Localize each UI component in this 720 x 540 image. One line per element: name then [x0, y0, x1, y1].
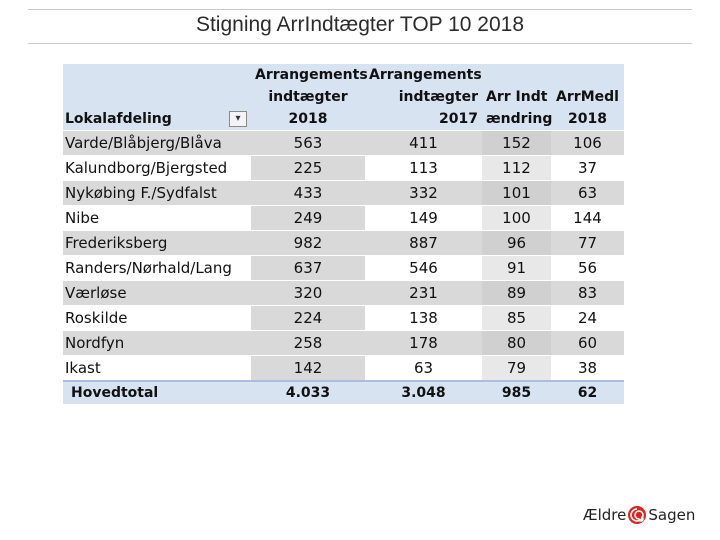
total-label: Hovedtotal [63, 380, 251, 404]
cell-aendring: 100 [482, 205, 551, 231]
table-row: Ikast 142 63 79 38 [63, 355, 624, 381]
cell-arrmedl: 106 [551, 130, 624, 156]
cell-lokalafdeling: Værløse [63, 280, 251, 306]
cell-indtaegter-2017: 546 [365, 255, 482, 281]
cell-aendring: 96 [482, 230, 551, 256]
cell-indtaegter-2017: 411 [365, 130, 482, 156]
cell-lokalafdeling: Nordfyn [63, 330, 251, 356]
cell-aendring: 91 [482, 255, 551, 281]
cell-arrmedl: 56 [551, 255, 624, 281]
cell-lokalafdeling: Ikast [63, 355, 251, 381]
top-rule [28, 9, 692, 10]
total-indtaegter-2017: 3.048 [365, 380, 482, 404]
logo-text-left: Ældre [583, 506, 627, 524]
swirl-logo-icon [628, 506, 647, 524]
cell-indtaegter-2018: 142 [251, 355, 365, 381]
cell-indtaegter-2018: 982 [251, 230, 365, 256]
cell-indtaegter-2018: 637 [251, 255, 365, 281]
cell-indtaegter-2018: 563 [251, 130, 365, 156]
table-row: Frederiksberg 982 887 96 77 [63, 230, 624, 256]
cell-lokalafdeling: Randers/Nørhald/Lang [63, 255, 251, 281]
cell-aendring: 152 [482, 130, 551, 156]
cell-arrmedl: 37 [551, 155, 624, 181]
header-row: Lokalafdeling ▾ Arrangements indtægter 2… [63, 64, 624, 131]
filter-dropdown-icon[interactable]: ▾ [229, 111, 247, 127]
total-aendring: 985 [482, 380, 551, 404]
total-row: Hovedtotal 4.033 3.048 985 62 [63, 380, 624, 404]
table-row: Randers/Nørhald/Lang 637 546 91 56 [63, 255, 624, 281]
cell-indtaegter-2017: 149 [365, 205, 482, 231]
cell-lokalafdeling: Kalundborg/Bjergsted [63, 155, 251, 181]
header-indtaegter-2018: Arrangements indtægter 2018 [251, 64, 368, 131]
pivot-table-container: Lokalafdeling ▾ Arrangements indtægter 2… [63, 64, 624, 404]
cell-arrmedl: 24 [551, 305, 624, 331]
table-row: Nibe 249 149 100 144 [63, 205, 624, 231]
cell-arrmedl: 83 [551, 280, 624, 306]
header-indtaegter-2017: Arrangements indtægter 2017 [365, 64, 482, 131]
cell-aendring: 79 [482, 355, 551, 381]
cell-indtaegter-2017: 138 [365, 305, 482, 331]
cell-arrmedl: 38 [551, 355, 624, 381]
cell-indtaegter-2017: 178 [365, 330, 482, 356]
cell-lokalafdeling: Varde/Blåbjerg/Blåva [63, 130, 251, 156]
cell-lokalafdeling: Nibe [63, 205, 251, 231]
cell-indtaegter-2017: 887 [365, 230, 482, 256]
header-lokalafdeling: Lokalafdeling ▾ [63, 64, 251, 131]
logo-text-right: Sagen [648, 506, 696, 524]
cell-indtaegter-2018: 320 [251, 280, 365, 306]
cell-lokalafdeling: Nykøbing F./Sydfalst [63, 180, 251, 206]
cell-arrmedl: 63 [551, 180, 624, 206]
cell-indtaegter-2017: 63 [365, 355, 482, 381]
total-arrmedl: 62 [551, 380, 624, 404]
cell-aendring: 89 [482, 280, 551, 306]
cell-arrmedl: 144 [551, 205, 624, 231]
cell-indtaegter-2018: 258 [251, 330, 365, 356]
cell-aendring: 80 [482, 330, 551, 356]
cell-aendring: 101 [482, 180, 551, 206]
cell-indtaegter-2017: 332 [365, 180, 482, 206]
pivot-table: Lokalafdeling ▾ Arrangements indtægter 2… [63, 64, 624, 404]
table-row: Roskilde 224 138 85 24 [63, 305, 624, 331]
cell-arrmedl: 77 [551, 230, 624, 256]
total-indtaegter-2018: 4.033 [251, 380, 365, 404]
cell-indtaegter-2017: 113 [365, 155, 482, 181]
table-row: Kalundborg/Bjergsted 225 113 112 37 [63, 155, 624, 181]
cell-indtaegter-2018: 224 [251, 305, 365, 331]
cell-indtaegter-2018: 225 [251, 155, 365, 181]
header-arrmedl-2018: ArrMedl 2018 [551, 64, 624, 131]
cell-indtaegter-2017: 231 [365, 280, 482, 306]
bottom-rule [28, 43, 692, 44]
aeldre-sagen-logo: Ældre Sagen [583, 504, 695, 526]
header-arr-indt-aendring: Arr Indt ændring [482, 64, 552, 131]
cell-aendring: 85 [482, 305, 551, 331]
cell-aendring: 112 [482, 155, 551, 181]
table-row: Varde/Blåbjerg/Blåva 563 411 152 106 [63, 130, 624, 156]
table-row: Nordfyn 258 178 80 60 [63, 330, 624, 356]
cell-indtaegter-2018: 249 [251, 205, 365, 231]
cell-lokalafdeling: Roskilde [63, 305, 251, 331]
cell-lokalafdeling: Frederiksberg [63, 230, 251, 256]
table-row: Nykøbing F./Sydfalst 433 332 101 63 [63, 180, 624, 206]
cell-arrmedl: 60 [551, 330, 624, 356]
table-row: Værløse 320 231 89 83 [63, 280, 624, 306]
cell-indtaegter-2018: 433 [251, 180, 365, 206]
slide-title: Stigning ArrIndtægter TOP 10 2018 [195, 13, 525, 36]
